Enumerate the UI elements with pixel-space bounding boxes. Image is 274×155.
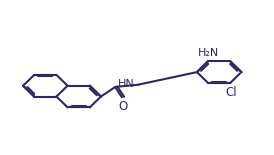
Text: Cl: Cl (226, 86, 238, 99)
Text: H₂N: H₂N (198, 48, 219, 58)
Text: HN: HN (117, 79, 134, 89)
Text: O: O (119, 100, 128, 113)
